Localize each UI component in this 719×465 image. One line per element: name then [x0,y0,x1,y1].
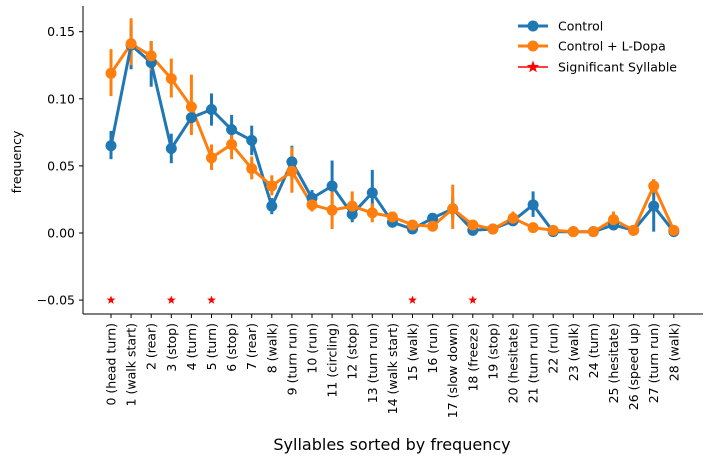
y-tick-label: 0.15 [47,24,75,39]
control-point [326,180,338,192]
ldopa-point [306,199,318,211]
x-tick-label: 8 (walk) [264,323,279,373]
control-point [226,124,238,136]
legend-significant-marker [526,60,540,73]
legend-item-significant: Significant Syllable [518,60,677,75]
x-tick-label: 11 (circling) [325,323,340,398]
control-point [206,104,217,116]
significant-star [106,295,116,304]
ldopa-point [447,203,459,215]
x-tick-label: 18 (freeze) [465,323,480,392]
legend-significant-label: Significant Syllable [558,60,677,75]
ldopa-point [386,211,398,223]
control-point [165,142,177,154]
x-tick-label: 27 (turn run) [646,323,661,403]
x-tick-label: 24 (turn) [586,323,601,378]
ldopa-point [567,226,579,238]
x-axis-ticks: 0 (head turn) 1 (walk start) 2 (rear) 3 (st… [104,314,681,418]
x-tick-label: 10 (run) [305,323,320,374]
x-tick-label: 5 (turn) [204,323,219,370]
ldopa-point [507,212,519,224]
ldopa-point [326,204,338,216]
x-tick-label: 14 (walk start) [385,323,400,414]
x-tick-label: 16 (run) [425,323,440,374]
ldopa-point [165,73,177,85]
legend-ldopa-label: Control + L-Dopa [558,39,666,54]
control-point [648,200,660,212]
legend: Control Control + L-Dopa Significant Syl… [518,19,677,75]
x-tick-label: 2 (rear) [144,323,159,370]
ldopa-point [206,152,217,164]
y-axis-ticks: −0.05 0.00 0.05 0.10 0.15 [37,24,83,308]
control-point [266,200,278,212]
significant-star [408,295,417,304]
significant-star [166,295,176,304]
x-tick-label: 6 (stop) [224,323,239,372]
ldopa-point [668,224,680,236]
series-points [105,38,680,238]
ldopa-point [125,38,137,50]
ldopa-point [608,214,619,226]
ldopa-point [226,138,238,150]
x-tick-label: 13 (turn run) [365,323,380,403]
x-tick-label: 12 (stop) [345,323,360,380]
legend-control-label: Control [558,19,603,34]
y-tick-label: 0.00 [47,226,75,241]
ldopa-point [628,224,640,236]
y-tick-label: 0.05 [47,158,75,173]
ldopa-point [145,50,157,62]
control-point [246,134,258,146]
x-tick-label: 0 (head turn) [104,323,119,406]
x-tick-label: 22 (run) [546,323,561,374]
ldopa-point [286,165,298,177]
x-tick-label: 26 (speed up) [626,323,641,410]
y-tick-label: 0.10 [47,91,75,106]
significant-star [207,295,216,304]
control-point [427,212,439,224]
ldopa-point [366,207,378,219]
significant-star [468,295,478,304]
control-point [185,112,197,124]
x-axis-title: Syllables sorted by frequency [273,435,510,454]
control-point [286,156,298,168]
legend-ldopa-marker [527,40,539,52]
x-tick-label: 15 (walk) [405,323,420,381]
ldopa-point [427,220,439,232]
ldopa-point [467,219,479,231]
x-tick-label: 23 (walk) [566,323,581,381]
x-tick-label: 4 (turn) [184,323,199,370]
ldopa-point [105,67,117,79]
control-point [346,208,358,220]
control-point [527,199,539,211]
ldopa-point [407,219,418,231]
ldopa-point [246,163,258,175]
x-tick-label: 20 (hesitate) [506,323,521,403]
y-tick-label: −0.05 [37,293,75,308]
y-axis-title: frequency [9,130,24,193]
x-tick-label: 25 (hesitate) [606,323,621,403]
ldopa-point [346,200,358,212]
x-tick-label: 1 (walk start) [124,323,139,406]
ldopa-point [547,224,559,236]
legend-item-ldopa: Control + L-Dopa [518,39,666,54]
legend-control-marker [527,20,539,32]
ldopa-point [266,180,278,192]
ldopa-point [527,222,539,234]
significance-markers [106,295,478,304]
control-point [366,187,378,199]
control-point [105,140,117,152]
ldopa-point [487,223,499,235]
x-tick-label: 28 (walk) [666,323,681,381]
x-tick-label: 7 (rear) [244,323,259,370]
legend-item-control: Control [518,19,603,34]
x-tick-label: 3 (stop) [164,323,179,372]
x-tick-label: 17 (slow down) [445,323,460,418]
ldopa-point [185,101,197,113]
ldopa-point [648,180,660,192]
ldopa-point [587,226,599,238]
x-tick-label: 9 (turn run) [284,323,299,395]
x-tick-label: 21 (turn run) [526,323,541,403]
x-tick-label: 19 (stop) [485,323,500,380]
